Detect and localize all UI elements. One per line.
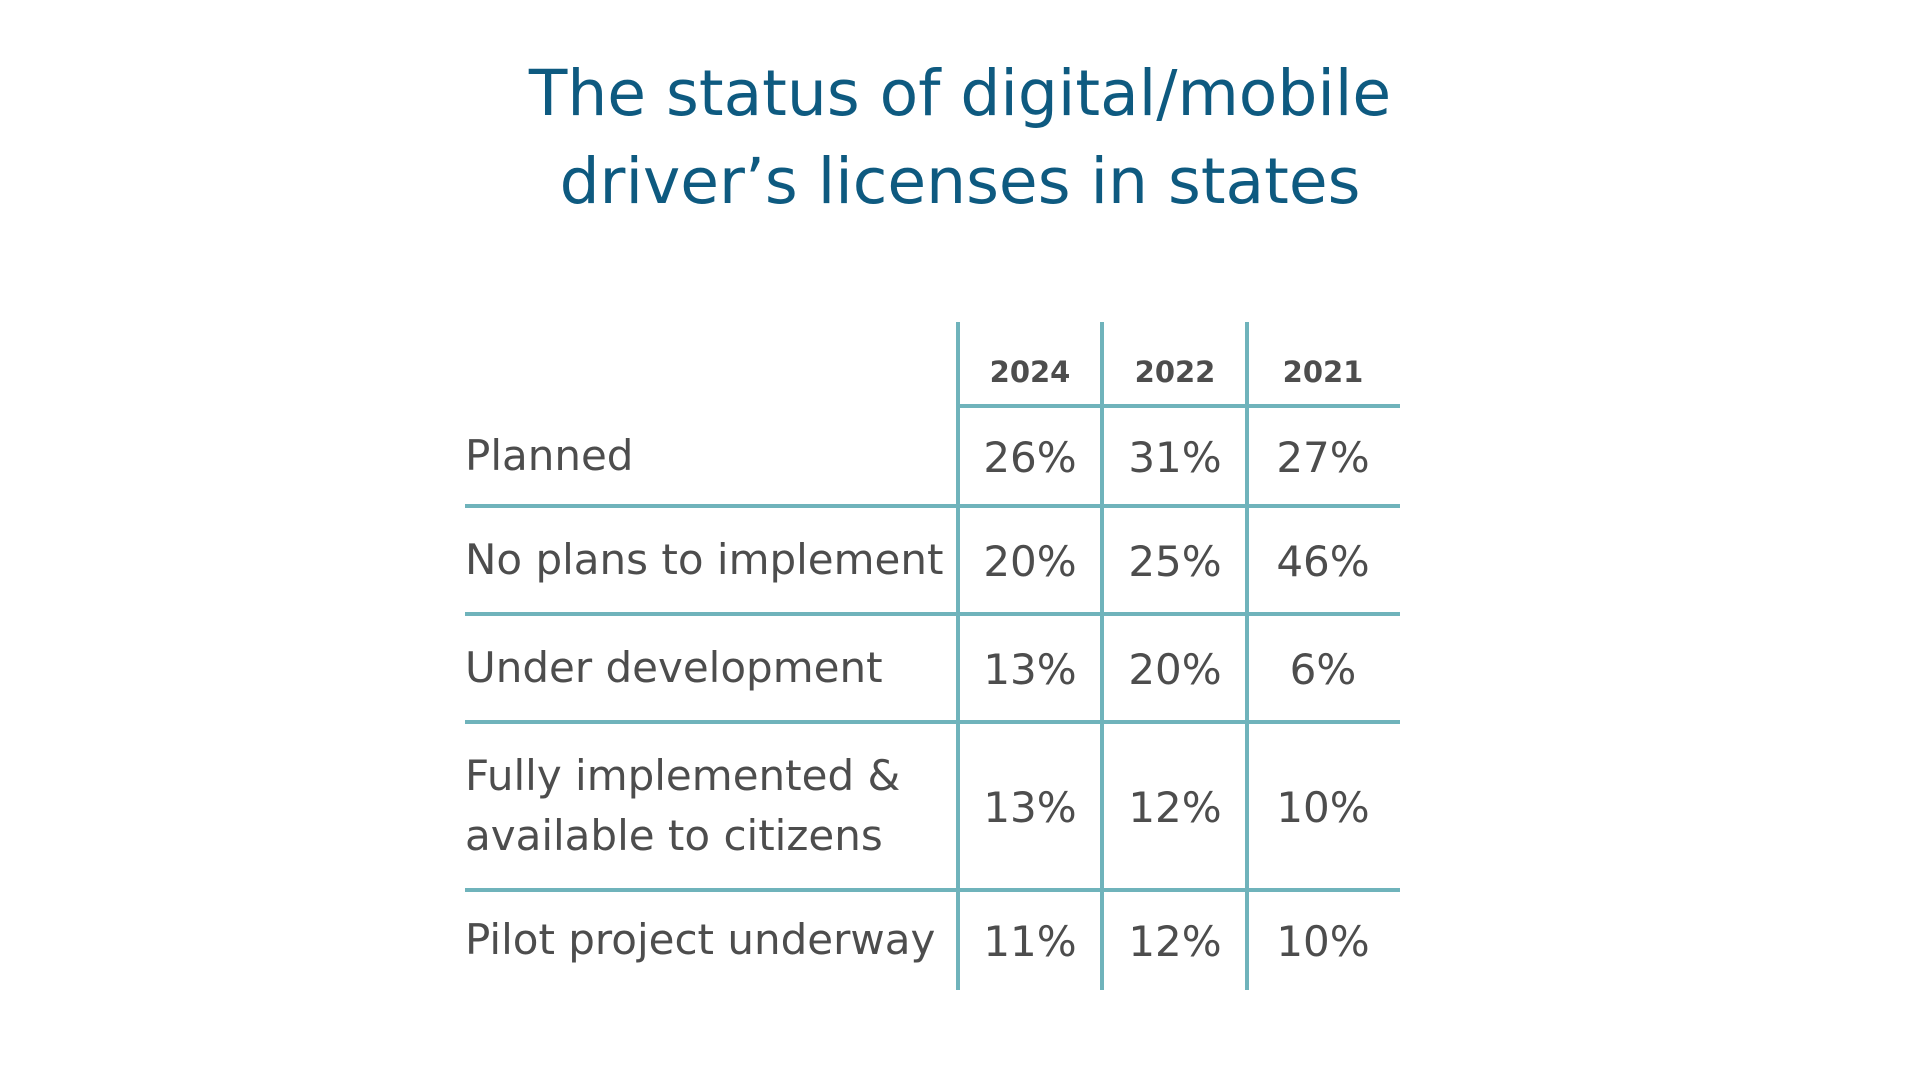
table-cell-value: 12% — [1128, 917, 1221, 966]
row-label-line: available to citizens — [465, 811, 883, 860]
row-label: Under development — [465, 643, 883, 692]
table-cell-value: 26% — [983, 433, 1076, 482]
table-cell-value: 13% — [983, 645, 1076, 694]
table-cell-value: 6% — [1290, 645, 1357, 694]
row-label-line: Planned — [465, 431, 633, 480]
row-label: Fully implemented & available to citizens — [465, 751, 900, 860]
row-label: Planned — [465, 431, 633, 480]
column-header-2024: 2024 — [990, 355, 1071, 389]
row-label: Pilot project underway — [465, 915, 935, 964]
table-cell-value: 27% — [1276, 433, 1369, 482]
row-label-line: Fully implemented & — [465, 751, 900, 800]
table-cell-value: 31% — [1128, 433, 1221, 482]
table-cell-value: 10% — [1276, 917, 1369, 966]
table-cell-value: 13% — [983, 783, 1076, 832]
row-label-line: Under development — [465, 643, 883, 692]
row-label-line: No plans to implement — [465, 535, 944, 584]
row-label: No plans to implement — [465, 535, 944, 584]
table-cell-value: 46% — [1276, 537, 1369, 586]
chart-title-line-2: driver’s licenses in states — [559, 145, 1361, 218]
chart-title: The status of digital/mobile driver’s li… — [0, 50, 1920, 226]
table-cell-value: 20% — [983, 537, 1076, 586]
table-cell-value: 12% — [1128, 783, 1221, 832]
table-cell-value: 20% — [1128, 645, 1221, 694]
column-header-2021: 2021 — [1283, 355, 1364, 389]
chart-title-line-1: The status of digital/mobile — [528, 57, 1392, 130]
table-cell-value: 11% — [983, 917, 1076, 966]
table-cell-value: 10% — [1276, 783, 1369, 832]
column-header-2022: 2022 — [1135, 355, 1216, 389]
row-label-line: Pilot project underway — [465, 915, 935, 964]
table-cell-value: 25% — [1128, 537, 1221, 586]
